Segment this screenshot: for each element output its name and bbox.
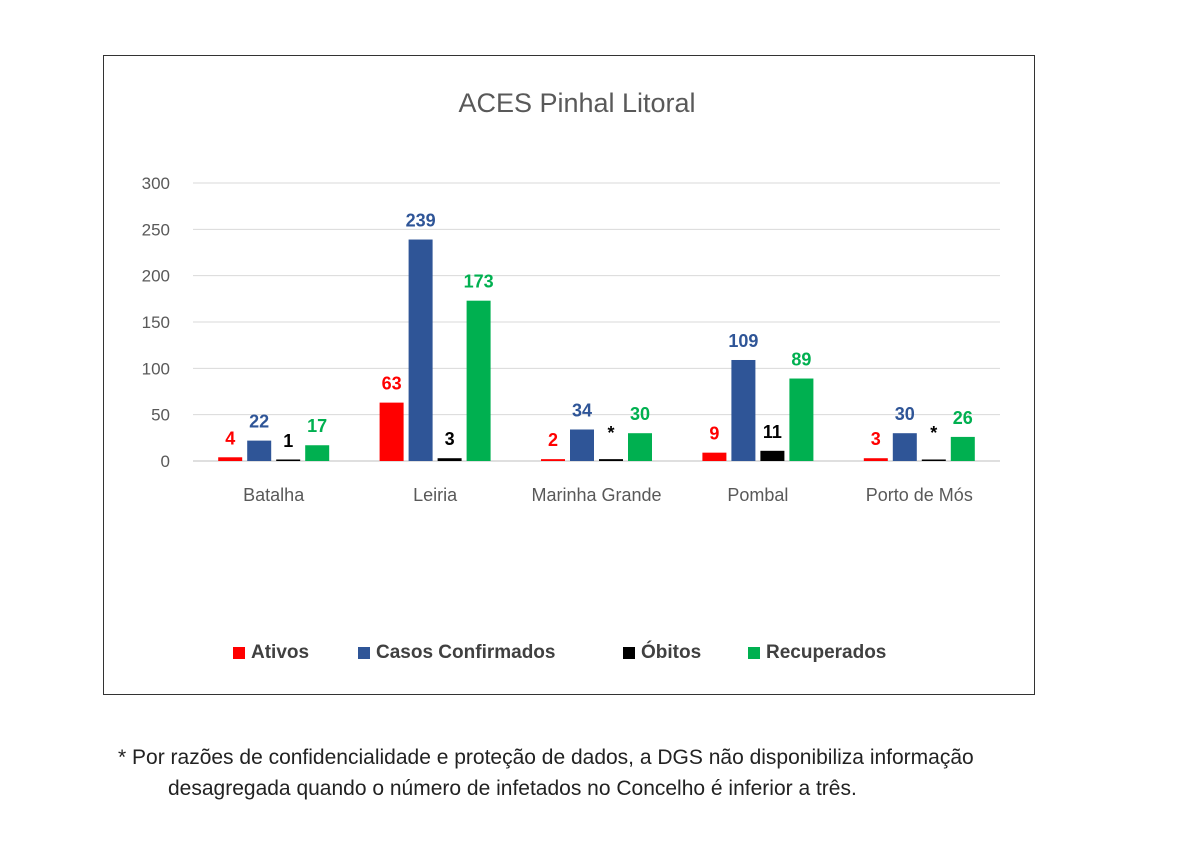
data-label: 2 xyxy=(548,430,558,450)
data-label: 3 xyxy=(871,429,881,449)
data-label: 89 xyxy=(791,350,811,370)
data-label: 9 xyxy=(709,424,719,444)
data-label: 4 xyxy=(225,428,235,448)
x-tick-label: Marinha Grande xyxy=(531,485,661,505)
y-tick-label: 50 xyxy=(151,406,170,425)
bar xyxy=(921,459,946,461)
bar xyxy=(276,459,301,461)
legend-label: Casos Confirmados xyxy=(376,642,555,663)
footnote-line-2: desagregada quando o número de infetados… xyxy=(168,777,857,800)
y-tick-label: 200 xyxy=(142,267,170,286)
x-tick-label: Pombal xyxy=(727,485,788,505)
chart-frame xyxy=(103,55,1035,695)
data-label: 173 xyxy=(464,272,494,292)
y-tick-label: 150 xyxy=(142,313,170,332)
data-label: 239 xyxy=(406,211,436,231)
data-label: 17 xyxy=(307,416,327,436)
bar xyxy=(702,452,727,461)
bar xyxy=(379,402,404,461)
chart-title: ACES Pinhal Litoral xyxy=(458,88,695,118)
bar xyxy=(570,429,594,461)
footnote-line-1: * Por razões de confidencialidade e prot… xyxy=(118,746,974,769)
data-label: 63 xyxy=(382,374,402,394)
y-tick-label: 100 xyxy=(142,359,170,378)
legend-label: Recuperados xyxy=(766,642,886,663)
bar xyxy=(950,436,975,461)
legend-label: Óbitos xyxy=(641,641,701,663)
data-label: 26 xyxy=(953,408,973,428)
legend-label: Ativos xyxy=(251,642,309,663)
legend-swatch xyxy=(748,647,760,659)
legend-swatch xyxy=(233,647,245,659)
bar xyxy=(437,458,462,461)
bar xyxy=(863,458,888,461)
data-label: 30 xyxy=(895,404,915,424)
bar xyxy=(305,445,330,461)
x-tick-label: Porto de Mós xyxy=(866,485,973,505)
data-label: 22 xyxy=(249,412,269,432)
data-label: 1 xyxy=(283,431,293,451)
y-tick-label: 0 xyxy=(161,452,170,471)
bar xyxy=(731,359,756,461)
data-label: 34 xyxy=(572,400,592,420)
bar xyxy=(466,300,491,461)
footnote: * Por razões de confidencialidade e prot… xyxy=(118,742,1118,804)
x-tick-label: Leiria xyxy=(413,485,458,505)
data-label: * xyxy=(607,423,614,443)
data-label: * xyxy=(930,423,937,443)
bar xyxy=(541,459,565,461)
data-label: 11 xyxy=(763,422,782,442)
data-label: 109 xyxy=(728,331,758,351)
y-tick-label: 250 xyxy=(142,220,170,239)
y-tick-label: 300 xyxy=(142,174,170,193)
bar-chart: ACES Pinhal Litoral050100150200250300422… xyxy=(142,88,1000,663)
data-label: 30 xyxy=(630,404,650,424)
bar xyxy=(760,450,785,461)
legend-swatch xyxy=(623,647,635,659)
bar xyxy=(408,239,433,461)
x-tick-label: Batalha xyxy=(243,485,305,505)
bar xyxy=(247,440,272,461)
bar xyxy=(628,433,652,461)
bar xyxy=(218,457,243,461)
data-label: 3 xyxy=(445,429,455,449)
bar xyxy=(599,459,623,461)
legend-swatch xyxy=(358,647,370,659)
bar xyxy=(892,433,917,461)
bar xyxy=(789,378,814,461)
